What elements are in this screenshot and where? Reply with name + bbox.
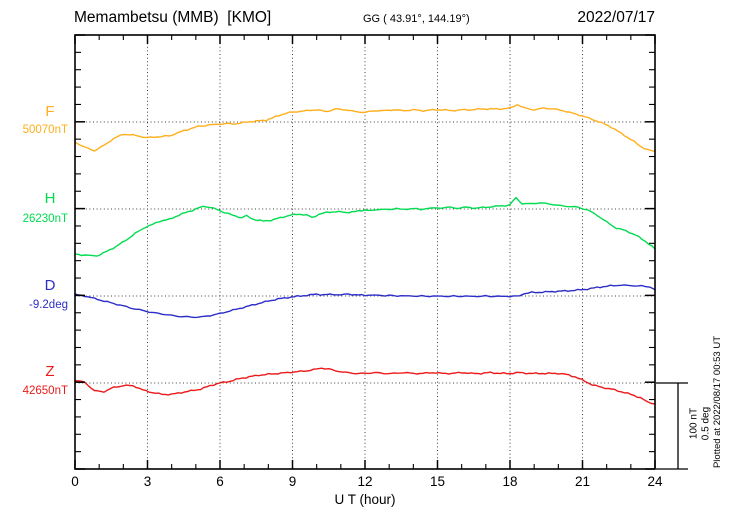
x-tick-label: 15: [429, 474, 446, 489]
scale-bar-labels: 100 nT 0.5 deg: [689, 394, 712, 454]
component-letter-z: Z: [45, 363, 55, 380]
x-tick-label: 24: [647, 474, 663, 489]
x-axis-title: U T (hour): [334, 492, 396, 507]
component-letter-f: F: [45, 103, 55, 120]
x-tick-label: 6: [216, 474, 224, 489]
x-tick-label: 21: [574, 474, 591, 489]
x-tick-label: 12: [357, 474, 373, 489]
d-trace: [74, 284, 656, 319]
component-baseline-value-d: -9.2deg: [28, 299, 68, 311]
x-tick-label: 3: [143, 474, 152, 489]
f-trace: [74, 104, 656, 153]
component-letter-d: D: [44, 277, 56, 294]
plotted-at-note: Plotted at 2022/08/17 00:53 UT: [712, 335, 723, 469]
scale-label-deg: 0.5 deg: [700, 406, 711, 441]
station-title: Memambetsu (MMB) [KMO]: [74, 9, 272, 26]
scale-label-nt: 100 nT: [688, 407, 700, 440]
x-tick-label: 18: [502, 474, 518, 489]
z-trace: [74, 367, 656, 405]
component-baseline-value-f: 50070nT: [22, 124, 68, 136]
component-baseline-value-z: 42650nT: [22, 385, 68, 397]
component-letter-h: H: [44, 190, 56, 207]
x-tick-label: 9: [288, 474, 297, 489]
h-trace: [74, 196, 656, 257]
geographic-coordinates: GG ( 43.91°, 144.19°): [363, 13, 470, 25]
date-label: 2022/07/17: [577, 9, 655, 26]
component-baseline-value-h: 26230nT: [22, 213, 68, 225]
x-tick-label: 0: [71, 474, 79, 489]
